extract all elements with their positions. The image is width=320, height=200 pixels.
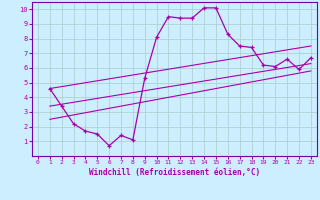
X-axis label: Windchill (Refroidissement éolien,°C): Windchill (Refroidissement éolien,°C)	[89, 168, 260, 177]
